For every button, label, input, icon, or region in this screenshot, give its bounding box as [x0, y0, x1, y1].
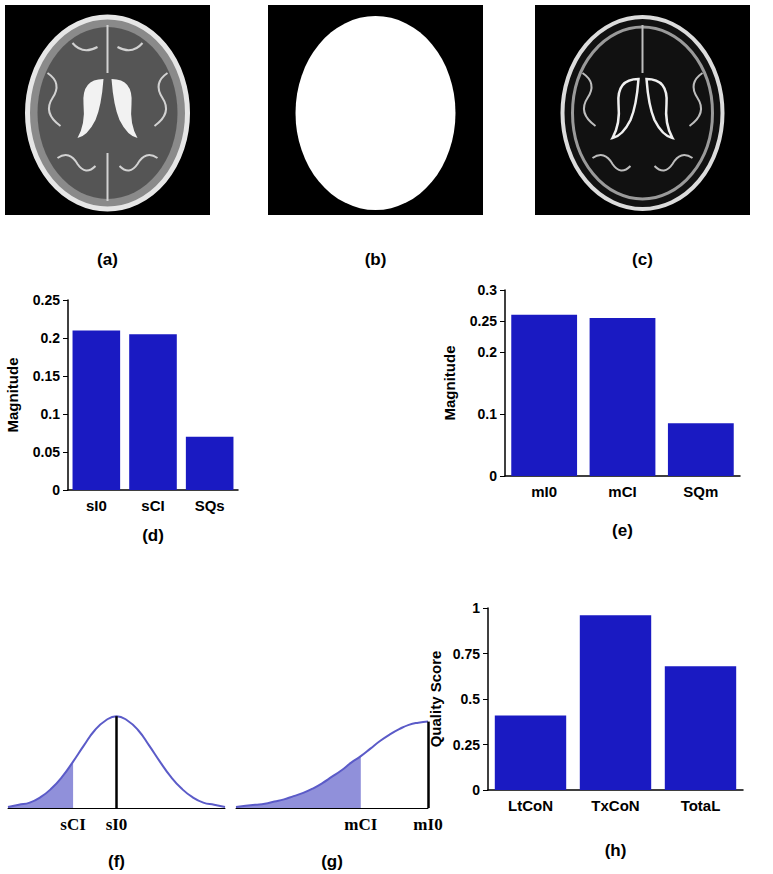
svg-text:0.25: 0.25 [470, 313, 497, 329]
svg-text:(f): (f) [108, 852, 125, 871]
svg-text:Magnitude: Magnitude [441, 346, 458, 421]
svg-text:(h): (h) [605, 841, 627, 860]
svg-text:0.25: 0.25 [33, 292, 60, 308]
svg-text:0.05: 0.05 [33, 444, 60, 460]
svg-text:Magnitude: Magnitude [4, 358, 21, 433]
svg-text:SQm: SQm [683, 483, 718, 500]
svg-text:0: 0 [52, 482, 60, 498]
svg-text:0: 0 [472, 782, 480, 798]
svg-text:mI0: mI0 [531, 483, 557, 500]
svg-text:mI0: mI0 [413, 815, 442, 834]
svg-text:(d): (d) [142, 526, 164, 545]
svg-text:0.2: 0.2 [478, 344, 498, 360]
svg-text:SQs: SQs [195, 497, 225, 514]
svg-text:0.5: 0.5 [461, 691, 481, 707]
svg-text:mCI: mCI [608, 483, 636, 500]
svg-text:0: 0 [489, 468, 497, 484]
svg-text:sCI: sCI [141, 497, 164, 514]
svg-text:(g): (g) [321, 852, 343, 871]
svg-text:0.1: 0.1 [478, 406, 498, 422]
svg-text:LtCoN: LtCoN [508, 797, 553, 814]
html-text:(a): (a) [97, 250, 118, 269]
html-text:(c): (c) [632, 250, 653, 269]
svg-text:0.15: 0.15 [33, 368, 60, 384]
svg-text:TxCoN: TxCoN [591, 797, 639, 814]
html-text:(b): (b) [364, 250, 387, 269]
svg-text:0.3: 0.3 [478, 282, 498, 298]
svg-text:0.75: 0.75 [453, 646, 480, 662]
svg-text:0.1: 0.1 [41, 406, 61, 422]
svg-text:Quality Score: Quality Score [427, 650, 444, 748]
svg-text:sCI: sCI [60, 815, 86, 834]
svg-text:0.25: 0.25 [453, 737, 480, 753]
svg-text:(e): (e) [612, 521, 633, 540]
svg-text:sI0: sI0 [86, 497, 107, 514]
svg-text:1: 1 [472, 600, 480, 616]
svg-text:TotaL: TotaL [681, 797, 721, 814]
svg-text:sI0: sI0 [106, 815, 128, 834]
svg-text:0.2: 0.2 [41, 330, 61, 346]
svg-text:mCI: mCI [344, 815, 377, 834]
